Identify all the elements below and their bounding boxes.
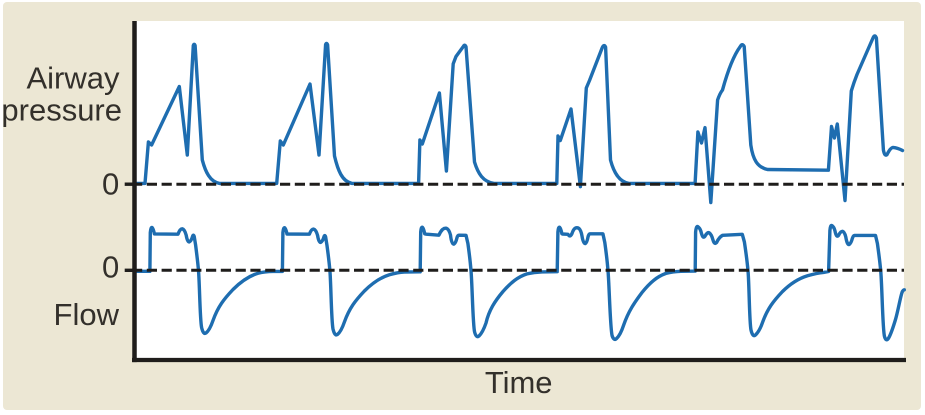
svg-text:Time: Time bbox=[485, 365, 553, 400]
svg-text:Airway: Airway bbox=[26, 60, 120, 95]
svg-text:0: 0 bbox=[102, 167, 119, 202]
svg-text:Flow: Flow bbox=[54, 297, 120, 332]
svg-text:0: 0 bbox=[102, 250, 119, 285]
svg-text:pressure: pressure bbox=[1, 93, 122, 128]
